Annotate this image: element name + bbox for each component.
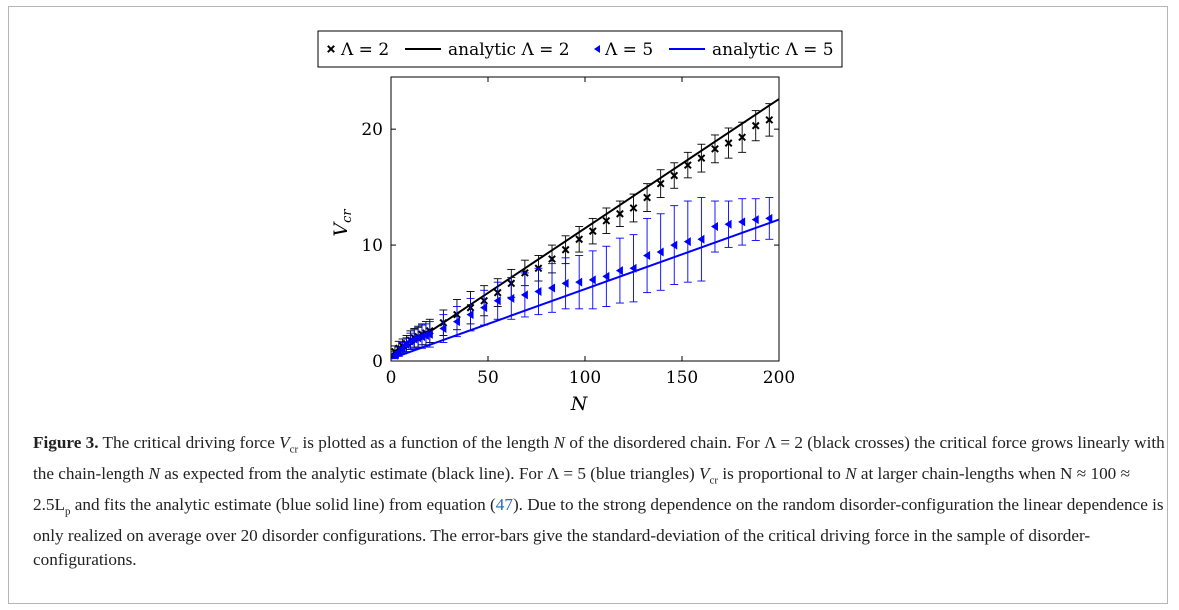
data-point-cross: [724, 139, 733, 147]
data-point-triangle: [534, 286, 542, 296]
data-point-cross: [629, 204, 638, 212]
x-tick-label: 150: [666, 368, 698, 388]
data-point-triangle: [656, 247, 664, 257]
y-tick-label: 10: [361, 236, 383, 256]
legend-label-lambda5: Λ = 5: [604, 40, 653, 60]
data-point-triangle: [724, 219, 732, 229]
caption-math: N: [553, 433, 566, 452]
data-point-triangle: [602, 271, 610, 281]
caption-math: N: [148, 463, 160, 483]
data-point-triangle: [402, 340, 410, 350]
plot-area: 0 50 100 150 200 0 10 20: [361, 76, 795, 388]
data-point-triangle: [588, 275, 596, 285]
y-axis-label: Vcr: [330, 209, 355, 237]
series-line-1: [391, 98, 779, 359]
caption-text: is proportional to: [718, 463, 846, 483]
x-tick-label: 200: [763, 368, 795, 388]
caption-math: V: [699, 463, 710, 483]
caption-text: as expected from the analytic estimate (…: [159, 463, 548, 483]
caption-math-sub: cr: [289, 443, 299, 456]
data-point-cross: [588, 227, 597, 236]
caption-text: and fits the analytic estimate (blue sol…: [70, 494, 496, 514]
caption-text: (black crosses) the critical force grows…: [33, 433, 1165, 483]
x-axis-label: N: [570, 393, 589, 415]
data-point-cross: [575, 235, 584, 244]
data-point-cross: [683, 161, 692, 170]
legend-marker-cross: [327, 45, 335, 53]
data-point-triangle: [615, 266, 623, 276]
data-point-cross: [738, 133, 747, 142]
data-point-triangle: [480, 303, 488, 313]
legend-label-analytic5: analytic Λ = 5: [712, 40, 834, 60]
legend: Λ = 2 analytic Λ = 2 Λ = 5 analytic Λ = …: [317, 30, 843, 68]
caption-text: is plotted as a function of the length: [298, 433, 554, 452]
data-point-triangle: [670, 240, 678, 250]
data-point-triangle: [418, 332, 426, 342]
data-point-cross: [711, 144, 719, 153]
y-tick-label: 0: [372, 352, 383, 372]
data-point-triangle: [575, 277, 583, 287]
data-point-cross: [765, 115, 774, 124]
data-point-triangle: [643, 251, 651, 261]
legend-label-analytic2: analytic Λ = 2: [448, 40, 570, 60]
data-point-triangle: [765, 213, 773, 223]
data-point-cross: [561, 245, 570, 254]
equation-reference-link[interactable]: 47: [495, 494, 513, 514]
data-point-triangle: [439, 324, 447, 334]
data-point-cross: [602, 216, 611, 225]
x-tick-label: 100: [569, 368, 601, 388]
caption-math: N ≈ 100 ≈ 2.5L: [33, 463, 1130, 514]
x-tick-label: 50: [477, 368, 499, 388]
legend-marker-triangle: [594, 45, 600, 53]
data-point-cross: [697, 154, 706, 163]
series-line-3: [391, 218, 779, 360]
y-tick-label: 20: [361, 120, 383, 140]
caption-math: V: [279, 433, 290, 452]
x-tick-label: 0: [386, 368, 397, 388]
figure-caption: Figure 3. The critical driving force Vcr…: [33, 431, 1165, 573]
caption-text: of the disordered chain. For: [565, 433, 765, 452]
caption-text: ). Due to the strong dependence on the r…: [33, 494, 1164, 570]
data-point-triangle: [561, 278, 569, 288]
chart: Λ = 2 analytic Λ = 2 Λ = 5 analytic Λ = …: [317, 30, 843, 415]
data-point-triangle: [520, 290, 528, 300]
data-point-triangle: [697, 234, 705, 244]
caption-math: N: [845, 463, 857, 483]
data-point-triangle: [710, 222, 718, 232]
caption-label: Figure 3.: [33, 433, 99, 452]
caption-math: Λ = 5: [547, 463, 586, 483]
data-point-triangle: [452, 317, 460, 327]
caption-text: The critical driving force: [98, 433, 280, 452]
data-point-triangle: [507, 293, 515, 303]
data-point-cross: [670, 171, 679, 180]
figure-frame: Λ = 2 analytic Λ = 2 Λ = 5 analytic Λ = …: [8, 6, 1168, 604]
data-point-triangle: [493, 296, 501, 306]
caption-text: at larger chain-lengths when: [856, 463, 1061, 483]
data-point-triangle: [421, 330, 429, 340]
data-point-triangle: [425, 329, 433, 339]
caption-math-sub: cr: [709, 474, 719, 487]
caption-math: Λ = 2: [764, 433, 803, 452]
data-point-cross: [548, 255, 556, 263]
data-point-cross: [751, 121, 760, 130]
data-point-triangle: [410, 334, 418, 344]
data-point-cross: [656, 179, 665, 188]
caption-text: (blue triangles): [585, 463, 700, 483]
data-point-triangle: [398, 343, 406, 353]
data-point-triangle: [414, 333, 422, 343]
svg-text:Vcr: Vcr: [330, 209, 355, 237]
data-point-triangle: [683, 237, 691, 247]
data-point-triangle: [548, 283, 556, 293]
legend-label-lambda2: Λ = 2: [340, 40, 389, 60]
data-point-triangle: [466, 310, 474, 320]
data-point-triangle: [738, 217, 746, 227]
data-point-cross: [616, 209, 624, 218]
caption-math-sub: p: [64, 505, 71, 518]
data-point-triangle: [751, 215, 759, 225]
data-point-cross: [643, 193, 651, 202]
